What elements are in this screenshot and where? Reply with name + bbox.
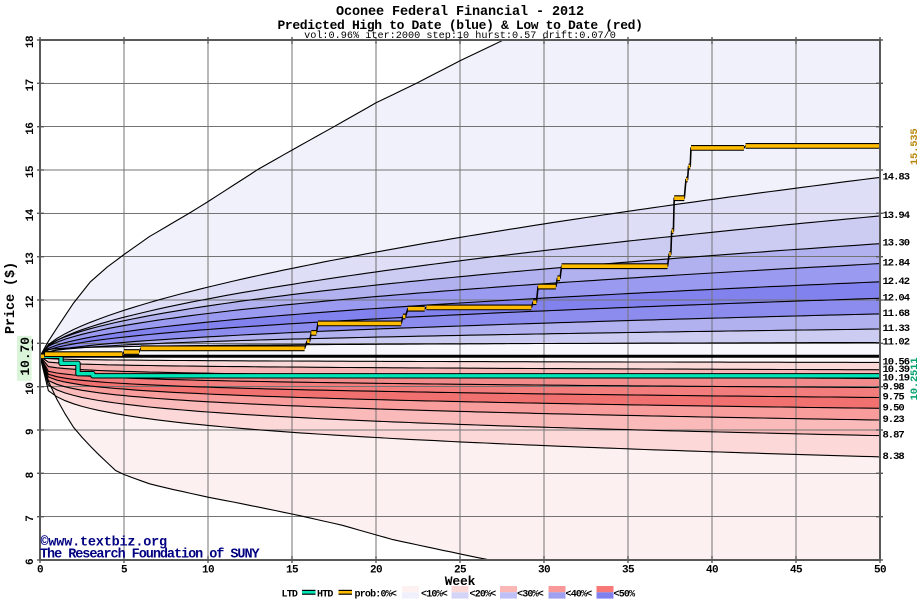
svg-text:Oconee Federal Financial - 201: Oconee Federal Financial - 2012 [336,5,584,20]
svg-text:13.30: 13.30 [883,238,910,250]
svg-text:<50%: <50% [614,590,636,600]
svg-text:30: 30 [538,565,550,577]
svg-text:12.42: 12.42 [883,276,910,288]
svg-text:11.68: 11.68 [883,308,910,320]
svg-text:10: 10 [25,383,37,395]
svg-text:45: 45 [790,565,803,577]
svg-text:9.23: 9.23 [883,414,905,426]
svg-text:<40%<: <40%< [566,590,593,600]
svg-text:prob:0%<: prob:0%< [355,589,397,600]
svg-text:0: 0 [37,565,43,577]
svg-text:9.98: 9.98 [883,382,905,394]
svg-text:20: 20 [370,565,382,577]
svg-text:©www.textbiz.org: ©www.textbiz.org [41,536,168,551]
svg-text:6: 6 [25,559,37,565]
svg-text:8.87: 8.87 [883,430,905,442]
svg-text:40: 40 [706,565,718,577]
svg-text:LTD: LTD [282,590,298,600]
svg-text:7: 7 [25,516,37,522]
svg-text:5: 5 [121,565,128,577]
svg-text:<20%<: <20%< [470,590,497,600]
svg-text:9.75: 9.75 [883,392,905,404]
svg-text:17: 17 [25,79,37,91]
svg-text:15.535: 15.535 [909,128,920,165]
svg-text:8.38: 8.38 [883,451,905,463]
svg-text:16: 16 [25,123,37,135]
svg-text:The Research Foundation of SUN: The Research Foundation of SUNY [40,548,261,563]
svg-text:10.56: 10.56 [883,356,910,368]
svg-text:9.50: 9.50 [883,402,905,414]
svg-text:11.02: 11.02 [883,337,910,349]
svg-text:10.39: 10.39 [883,364,910,376]
svg-text:11.33: 11.33 [883,323,910,335]
svg-text:18: 18 [25,35,37,48]
svg-text:Week: Week [445,574,476,589]
svg-text:12: 12 [25,296,37,308]
svg-text:14.83: 14.83 [883,171,910,183]
svg-text:10.70: 10.70 [18,337,33,376]
svg-text:HTD: HTD [317,590,333,600]
svg-text:12.04: 12.04 [883,292,910,304]
svg-text:13.94: 13.94 [883,210,910,222]
svg-text:50: 50 [874,565,886,577]
svg-text:25: 25 [454,565,467,577]
svg-text:10.19: 10.19 [883,372,910,384]
svg-text:13: 13 [25,252,37,265]
svg-text:35: 35 [622,565,635,577]
svg-text:10: 10 [202,565,214,577]
svg-text:<10%<: <10%< [421,590,448,600]
svg-text:12.84: 12.84 [883,258,910,270]
svg-text:<30%<: <30%< [517,590,544,600]
svg-text:15: 15 [286,565,299,577]
svg-text:14: 14 [25,208,37,221]
svg-text:Price ($): Price ($) [4,262,19,334]
svg-text:vol:0.96% iter:2000 step:10 hu: vol:0.96% iter:2000 step:10 hurst:0.57 d… [304,30,616,42]
svg-text:Predicted High to Date (blue): Predicted High to Date (blue) & Low to D… [277,18,642,33]
svg-text:8: 8 [25,471,37,478]
svg-text:9: 9 [25,429,37,435]
svg-text:10.2511: 10.2511 [909,358,920,401]
svg-text:15: 15 [25,165,37,178]
